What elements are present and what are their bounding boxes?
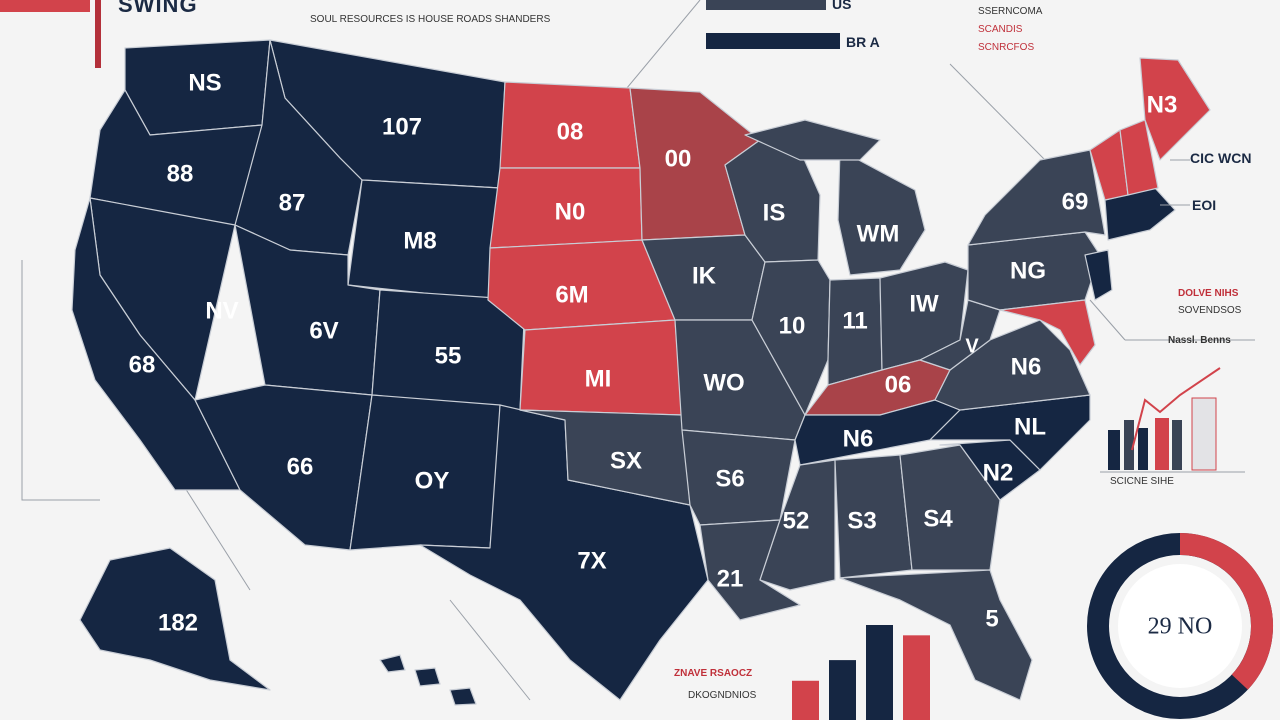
label-nv: NV	[205, 297, 238, 324]
state-ny[interactable]	[967, 149, 1106, 246]
donut-red-arc	[1179, 533, 1273, 690]
state-ms[interactable]	[759, 459, 836, 591]
donut-chart: 29 NO	[1087, 533, 1273, 719]
legend-label-1: US	[832, 0, 851, 12]
label-la: 21	[717, 565, 744, 592]
state-hi[interactable]	[379, 654, 477, 706]
label-mt: 107	[382, 113, 422, 140]
nh-note: CIC WCN	[1190, 150, 1251, 166]
label-mn: 00	[665, 145, 692, 172]
label-tn: N6	[843, 425, 874, 452]
label-ca: 68	[129, 351, 156, 378]
label-tx: 7X	[577, 547, 606, 574]
label-az: 66	[287, 453, 314, 480]
state-md[interactable]	[999, 299, 1096, 366]
mini-bar-2	[1124, 420, 1134, 470]
panel-note: Nassl. Benns	[1168, 335, 1231, 346]
header-red-stripe	[0, 0, 90, 12]
right-top-line-1: SSERNCOMA	[978, 6, 1043, 17]
label-va: N6	[1011, 353, 1042, 380]
mini-trend-line	[1131, 367, 1221, 451]
label-ky: 06	[885, 371, 912, 398]
label-mo: WO	[703, 369, 744, 396]
mini-bar-1	[1108, 430, 1120, 470]
bar-2	[829, 660, 856, 720]
label-nm: OY	[415, 467, 450, 494]
mini-bar-4	[1155, 418, 1169, 470]
bar-1	[792, 680, 819, 720]
state-ak[interactable]	[79, 547, 271, 691]
state-sc[interactable]	[939, 439, 1041, 501]
mini-axis-label: SCICNE SIHE	[1110, 476, 1174, 487]
label-fl: 5	[985, 605, 998, 632]
label-nc: NL	[1014, 413, 1046, 440]
bar-3	[866, 625, 893, 720]
panel-title: DOLVE NIHS	[1178, 288, 1239, 299]
donut-label: 29 NO	[1148, 614, 1213, 640]
label-il: 10	[779, 312, 806, 339]
legend-bar-1	[706, 0, 826, 10]
mini-bar-6	[1191, 397, 1217, 471]
label-mi: WM	[857, 220, 900, 247]
label-ks: MI	[585, 365, 612, 392]
state-ok[interactable]	[519, 409, 691, 506]
legend-bar-2	[706, 33, 840, 49]
label-ne: 6M	[555, 281, 588, 308]
state-fl[interactable]	[839, 569, 1033, 701]
state-ga[interactable]	[899, 444, 1001, 571]
bar-group	[792, 625, 930, 720]
label-id: 87	[279, 189, 306, 216]
label-sc: N2	[983, 459, 1014, 486]
bar-chart-subtitle: DKOGNDNIOS	[688, 690, 757, 701]
bar-4	[903, 635, 930, 720]
label-ia: IK	[692, 262, 717, 289]
right-top-line-2: SCANDIS	[978, 24, 1023, 35]
mini-bar-3	[1138, 428, 1148, 470]
right-top-line-3: SCNRCFOS	[978, 42, 1034, 53]
mini-trend-chart: SCICNE SIHE	[1100, 367, 1245, 487]
label-co: 55	[435, 342, 462, 369]
label-oh: IW	[909, 290, 939, 317]
label-or: 88	[167, 160, 194, 187]
state-me[interactable]	[1139, 57, 1211, 161]
label-wy: M8	[403, 227, 436, 254]
legend-label-2: BR A	[846, 34, 880, 50]
state-ca[interactable]	[71, 197, 241, 491]
label-ms: 52	[783, 507, 810, 534]
header-subtitle: SOUL RESOURCES IS HOUSE ROADS SHANDERS	[310, 14, 551, 25]
header-red-bar	[95, 0, 101, 68]
label-in: 11	[842, 307, 867, 334]
label-ok: SX	[610, 447, 642, 474]
label-ny: 69	[1062, 188, 1089, 215]
label-al: S3	[847, 507, 876, 534]
bar-chart-title: ZNAVE RSAOCZ	[674, 668, 752, 679]
label-wa: NS	[188, 69, 221, 96]
mini-bar-5	[1172, 420, 1182, 470]
panel-subtitle: SOVENDSOS	[1178, 305, 1242, 316]
state-nh[interactable]	[1119, 119, 1159, 196]
label-wi: IS	[763, 199, 786, 226]
label-wv: V	[965, 335, 979, 357]
state-nj[interactable]	[1084, 249, 1113, 301]
label-ar: S6	[715, 465, 744, 492]
state-mi[interactable]	[837, 149, 926, 276]
state-mi-upper[interactable]	[744, 119, 881, 161]
label-sd: N0	[555, 198, 586, 225]
label-nd: 08	[557, 118, 584, 145]
label-pa: NG	[1010, 257, 1046, 284]
ma-note: EOI	[1192, 197, 1216, 213]
label-ak: 182	[158, 609, 198, 636]
header-title: SWING	[118, 0, 198, 17]
label-ga: S4	[923, 505, 953, 532]
label-ut: 6V	[309, 317, 338, 344]
label-me: N3	[1147, 91, 1178, 118]
